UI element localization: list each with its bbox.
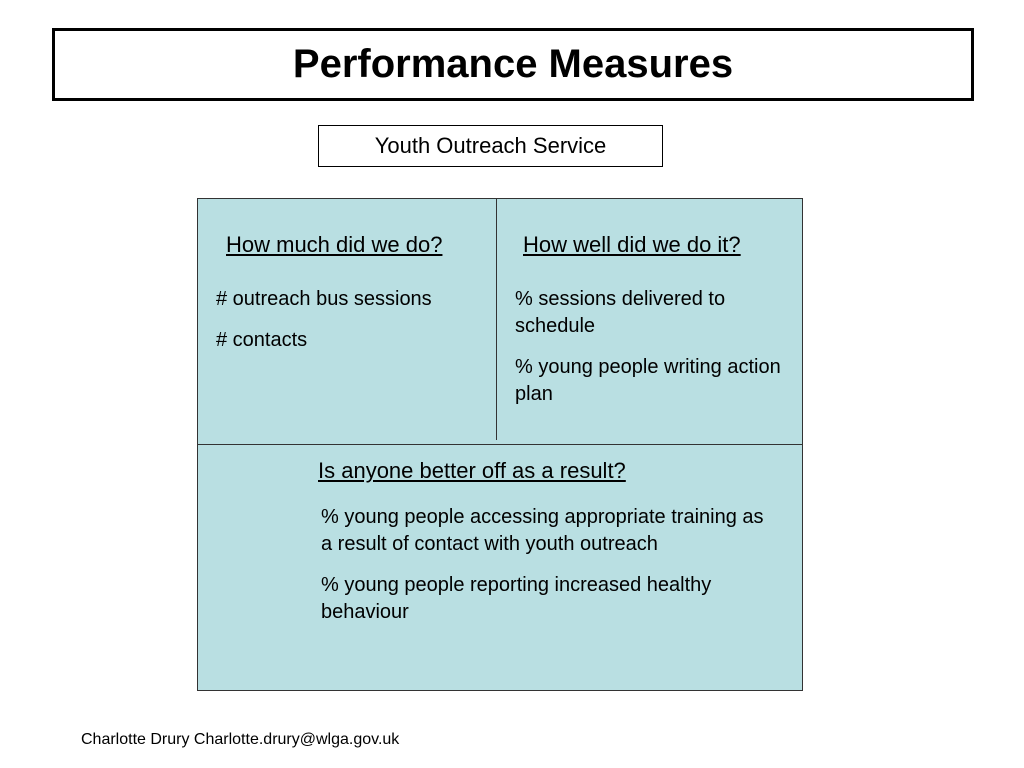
how-much-list: # outreach bus sessions # contacts <box>216 286 486 368</box>
slide-title: Performance Measures <box>292 42 734 86</box>
list-item: # contacts <box>216 329 308 351</box>
footer-credit: Charlotte Drury Charlotte.drury@wlga.gov… <box>81 731 400 748</box>
measures-panel: How much did we do? # outreach bus sessi… <box>197 198 803 691</box>
how-well-heading: How well did we do it? <box>523 232 741 257</box>
horizontal-divider <box>198 444 802 445</box>
how-well-list: % sessions delivered to schedule % young… <box>515 286 785 422</box>
list-item: % young people writing action plan <box>515 356 781 405</box>
slide-subtitle: Youth Outreach Service <box>374 133 607 158</box>
list-item: % young people accessing appropriate tra… <box>321 506 764 555</box>
list-item: # outreach bus sessions <box>216 288 432 310</box>
vertical-divider <box>496 199 497 440</box>
better-off-heading: Is anyone better off as a result? <box>318 458 626 483</box>
title-box: Performance Measures <box>52 28 974 101</box>
better-off-list: % young people accessing appropriate tra… <box>321 504 776 640</box>
how-much-heading: How much did we do? <box>226 232 443 257</box>
list-item: % sessions delivered to schedule <box>515 288 726 337</box>
subtitle-box: Youth Outreach Service <box>318 125 663 167</box>
list-item: % young people reporting increased healt… <box>321 574 712 623</box>
